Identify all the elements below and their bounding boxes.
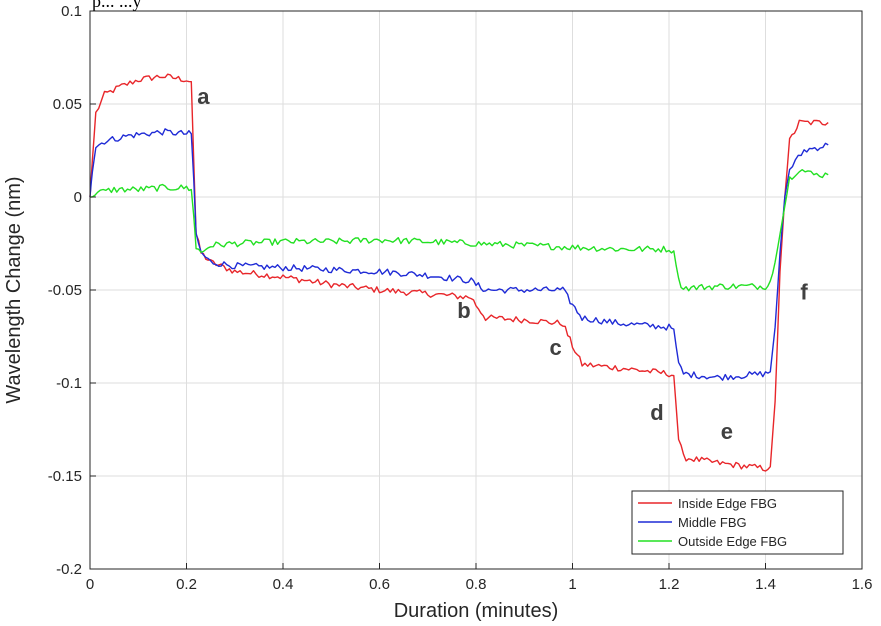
- annotation-label: f: [800, 279, 808, 304]
- x-tick-label: 0.8: [466, 576, 487, 593]
- x-tick-label: 1.6: [852, 576, 873, 593]
- x-tick-label: 1: [568, 576, 576, 593]
- x-tick-label: 0.4: [273, 576, 294, 593]
- annotations: a b c d e f: [197, 84, 808, 444]
- annotation-label: d: [650, 400, 663, 425]
- y-axis-label: Wavelength Change (nm): [3, 176, 25, 403]
- x-tick-label: 1.2: [659, 576, 680, 593]
- axis-ticks: 0 0.2 0.4 0.6 0.8 1 1.2 1.4 1.6 0.1 0.05 0 -0.05 -0.1…: [48, 3, 873, 593]
- x-tick-label: 1.4: [755, 576, 776, 593]
- y-tick-label: -0.15: [48, 468, 82, 485]
- annotation-label: c: [549, 335, 561, 360]
- y-tick-label: -0.05: [48, 282, 82, 299]
- y-tick-label: 0.05: [53, 96, 82, 113]
- legend-label: Middle FBG: [678, 515, 747, 530]
- annotation-label: b: [457, 298, 470, 323]
- x-tick-label: 0.6: [369, 576, 390, 593]
- x-tick-label: 0: [86, 576, 94, 593]
- top-text-fragment: p... ...y: [92, 0, 142, 11]
- x-tick-label: 0.2: [176, 576, 197, 593]
- legend: Inside Edge FBG Middle FBG Outside Edge FB…: [631, 490, 844, 555]
- legend-label: Inside Edge FBG: [678, 496, 777, 511]
- y-tick-label: -0.2: [56, 561, 82, 578]
- legend-label: Outside Edge FBG: [678, 534, 787, 549]
- y-tick-label: 0: [74, 189, 82, 206]
- series-line: [89, 73, 829, 472]
- series-line: [89, 169, 829, 292]
- annotation-label: e: [721, 419, 733, 444]
- series-lines: [89, 73, 829, 472]
- annotation-label: a: [197, 84, 210, 109]
- y-tick-label: -0.1: [56, 375, 82, 392]
- y-tick-label: 0.1: [61, 3, 82, 20]
- series-line: [89, 128, 829, 381]
- x-axis-label: Duration (minutes): [394, 600, 559, 622]
